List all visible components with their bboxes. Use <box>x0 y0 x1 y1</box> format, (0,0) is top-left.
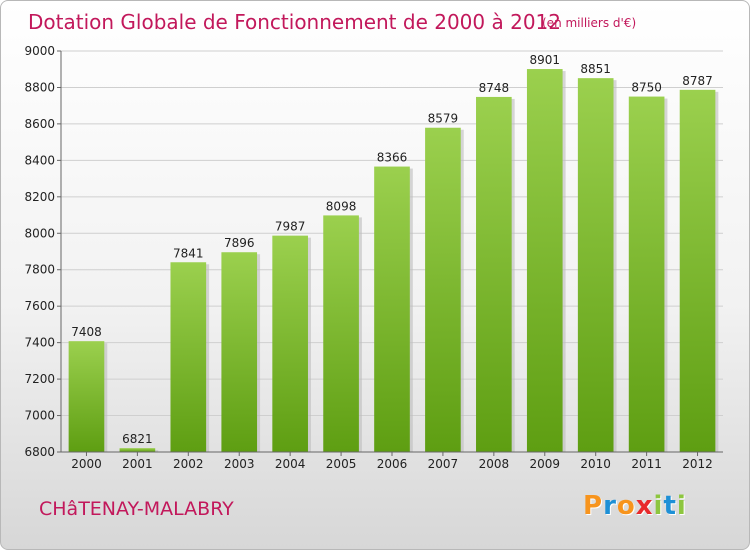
bar <box>221 252 258 452</box>
logo-letter: P <box>583 491 604 521</box>
y-tick-label: 8000 <box>24 226 55 240</box>
x-tick-label: 2005 <box>326 457 357 471</box>
x-tick-label: 2003 <box>224 457 255 471</box>
bar-value-label: 7896 <box>224 236 255 250</box>
bar <box>679 89 716 452</box>
x-tick-label: 2007 <box>428 457 459 471</box>
y-tick-label: 7200 <box>24 372 55 386</box>
bar <box>323 215 359 452</box>
y-tick-label: 7000 <box>24 409 55 423</box>
logo-letter: r <box>603 491 617 521</box>
bar-value-label: 8748 <box>479 81 510 95</box>
axes <box>57 50 723 456</box>
bar <box>476 96 512 452</box>
y-tick-label: 8200 <box>24 190 55 204</box>
x-tick-label: 2006 <box>377 457 408 471</box>
proxiti-logo: Proxiti <box>583 491 687 521</box>
y-tick-label: 7800 <box>24 263 55 277</box>
logo-letter: x <box>635 491 654 521</box>
x-tick-label: 2004 <box>275 457 306 471</box>
bar-value-label: 8579 <box>428 112 459 126</box>
y-tick-label: 7400 <box>24 336 55 350</box>
bar-value-label: 7987 <box>275 220 306 234</box>
bar-value-label: 7841 <box>173 246 204 260</box>
bar <box>374 166 410 452</box>
bar-value-label: 6821 <box>122 432 153 446</box>
bar-value-label: 8098 <box>326 199 357 213</box>
y-tick-label: 8800 <box>24 80 55 94</box>
bar <box>170 262 207 452</box>
bar-value-label: 8851 <box>580 62 611 76</box>
city-name: CHâTENAY-MALABRY <box>39 498 234 520</box>
x-tick-label: 2000 <box>71 457 102 471</box>
y-tick-label: 6800 <box>24 445 55 459</box>
bar <box>526 69 563 453</box>
bar <box>425 127 461 452</box>
bar-value-label: 8787 <box>682 74 713 88</box>
x-tick-label: 2002 <box>173 457 204 471</box>
bars <box>68 69 719 453</box>
labels: 6800 7000 7200 7400 7600 7800 8000 8200 8400 8600… <box>24 44 712 471</box>
y-tick-label: 8400 <box>24 153 55 167</box>
bar <box>628 96 665 453</box>
bar-value-label: 8750 <box>631 81 662 95</box>
x-tick-label: 2008 <box>479 457 510 471</box>
bar <box>68 341 105 452</box>
y-tick-label: 8600 <box>24 117 55 131</box>
y-tick-label: 7600 <box>24 299 55 313</box>
x-tick-label: 2009 <box>529 457 560 471</box>
y-tick-label: 9000 <box>24 44 55 58</box>
x-tick-label: 2011 <box>631 457 662 471</box>
x-tick-label: 2001 <box>122 457 153 471</box>
bar-value-label: 7408 <box>71 325 102 339</box>
logo-letter: t <box>663 491 677 521</box>
bar-value-label: 8366 <box>377 151 408 165</box>
x-tick-label: 2010 <box>580 457 611 471</box>
chart-title: Dotation Globale de Fonctionnement de 20… <box>28 10 561 34</box>
logo-letter: i <box>653 491 664 521</box>
logo-letter: o <box>616 491 636 521</box>
bar <box>272 235 308 452</box>
bar <box>577 78 614 453</box>
logo-letter: i <box>676 491 687 521</box>
x-tick-label: 2012 <box>682 457 713 471</box>
bar-value-label: 8901 <box>529 53 560 67</box>
chart-unit: (en milliers d'€) <box>542 16 637 30</box>
bar <box>119 448 156 452</box>
